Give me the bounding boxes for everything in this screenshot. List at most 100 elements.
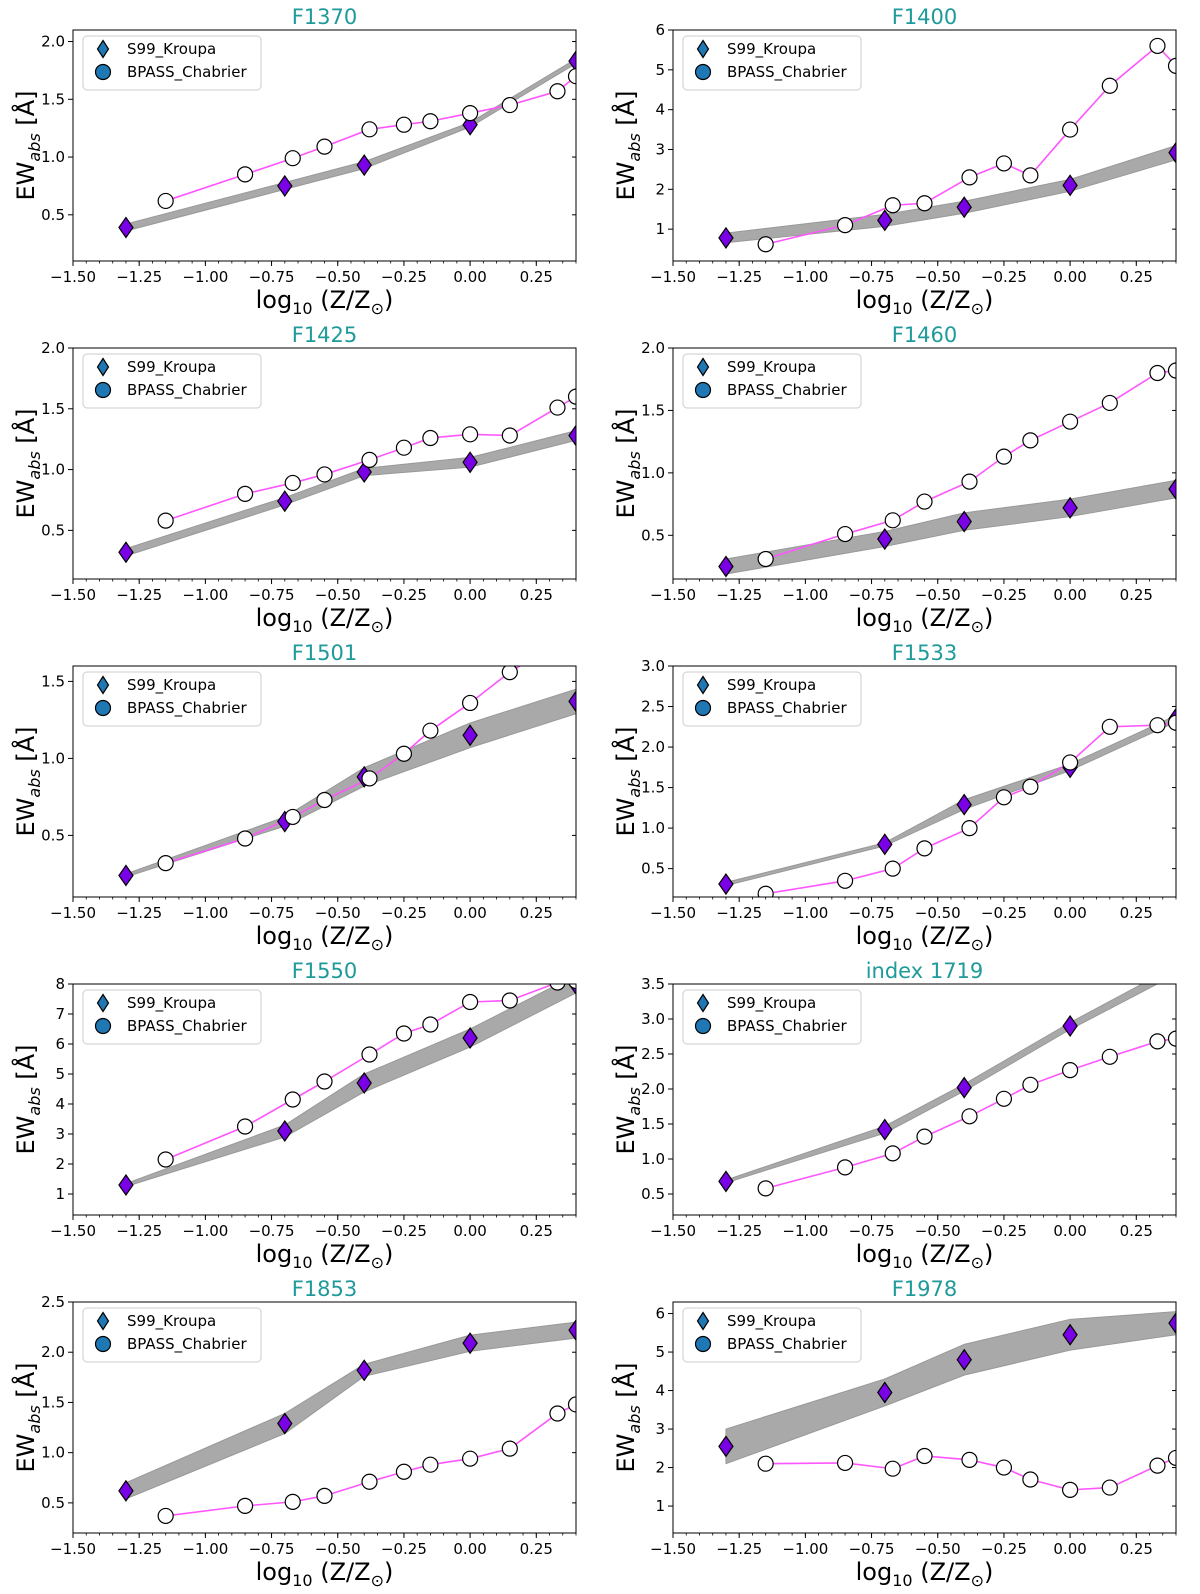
x-tick-label: 0.00 [1053, 1540, 1086, 1558]
bpass-point [549, 1405, 566, 1422]
x-tick-label: −1.50 [50, 1222, 96, 1240]
legend: S99_Kroupa BPASS_Chabrier [682, 35, 862, 91]
x-tick-label: −0.50 [915, 586, 961, 604]
s99-point [277, 174, 293, 197]
legend-s99-marker [696, 39, 710, 59]
x-tick-label: −1.00 [182, 1540, 228, 1558]
x-tick-label: −1.25 [116, 1222, 162, 1240]
x-tick-label: −0.75 [249, 1540, 295, 1558]
legend-box [82, 671, 262, 727]
s99-point [718, 555, 734, 578]
x-tick-label: −0.75 [249, 268, 295, 286]
legend-bpass-marker [694, 699, 712, 717]
bpass-point [916, 195, 933, 212]
s99-band [725, 984, 1159, 1184]
x-tick-label: 0.00 [453, 268, 486, 286]
x-tick-label: −0.75 [249, 904, 295, 922]
legend-bpass-label: BPASS_Chabrier [127, 699, 247, 718]
bpass-line [165, 1403, 576, 1517]
bpass-point [1062, 413, 1079, 430]
y-tick-label: 2.0 [41, 33, 65, 51]
bpass-point [567, 68, 576, 85]
x-tick-label: −1.00 [782, 1540, 828, 1558]
chart-title: F1501 [292, 641, 358, 665]
s99-point [1168, 478, 1176, 501]
x-tick-label: 0.25 [1120, 904, 1153, 922]
legend: S99_Kroupa BPASS_Chabrier [682, 989, 862, 1045]
x-tick-label: −0.50 [915, 1540, 961, 1558]
s99-point [118, 541, 134, 564]
bpass-point [157, 192, 174, 210]
x-tick-label: −1.25 [716, 586, 762, 604]
x-tick-label: 0.25 [520, 586, 553, 604]
legend-box [682, 671, 862, 727]
s99-point [718, 1170, 734, 1193]
x-tick-label: −0.25 [981, 1540, 1027, 1558]
x-tick-label: −0.25 [381, 268, 427, 286]
bpass-point [1167, 362, 1176, 379]
bpass-point [1062, 121, 1079, 138]
x-tick-label: −1.50 [50, 268, 96, 286]
bpass-point [157, 512, 174, 529]
legend-s99-marker [696, 1311, 710, 1331]
bpass-point [1167, 1449, 1176, 1467]
bpass-point [549, 984, 566, 991]
y-tick-label: 7 [55, 1005, 65, 1023]
chart-title: F1853 [292, 1277, 358, 1301]
bpass-line [165, 75, 576, 202]
legend: S99_Kroupa BPASS_Chabrier [682, 1307, 862, 1363]
y-tick-label: 1.0 [41, 461, 65, 479]
bpass-point [1167, 1030, 1176, 1047]
x-tick-label: −0.50 [915, 1222, 961, 1240]
bpass-point [1149, 1457, 1166, 1474]
bpass-point [961, 473, 978, 490]
bpass-point [757, 550, 774, 568]
s99-band [125, 58, 576, 232]
y-tick-label: 3.5 [641, 975, 665, 993]
y-tick-label: 0.5 [641, 1185, 665, 1203]
legend: S99_Kroupa BPASS_Chabrier [682, 353, 862, 409]
chart-svg: F1501 −1.50 −1.25 −1.00 −0.75 −0.50 −0.25 0.00 0… [11, 641, 577, 954]
legend: S99_Kroupa BPASS_Chabrier [82, 989, 262, 1045]
s99-point [956, 510, 972, 533]
s99-band [125, 984, 576, 1188]
bpass-point [884, 512, 901, 529]
y-tick-label: 4 [655, 1382, 665, 1400]
y-tick-label: 5 [655, 1343, 665, 1361]
y-axis-label: EWabs [Å] [611, 409, 644, 519]
y-tick-label: 8 [55, 975, 65, 993]
legend-s99-marker [96, 1311, 110, 1331]
s99-point [718, 226, 734, 249]
bpass-point [501, 1440, 518, 1457]
bpass-point [1062, 1481, 1079, 1498]
bpass-point [916, 493, 933, 510]
x-tick-label: 0.00 [1053, 1222, 1086, 1240]
bpass-point [422, 1456, 439, 1473]
y-tick-label: 1.0 [41, 1444, 65, 1462]
plot-frame [672, 1301, 1177, 1534]
y-axis-label: EWabs [Å] [11, 727, 44, 837]
legend-bpass-label: BPASS_Chabrier [127, 1017, 247, 1036]
plot-frame [72, 29, 577, 262]
bpass-point [1062, 1061, 1079, 1079]
y-tick-label: 0.5 [41, 521, 65, 539]
bpass-point [361, 1046, 378, 1063]
x-tick-label: −1.50 [650, 904, 696, 922]
plot-area [118, 50, 576, 239]
bpass-point [422, 722, 439, 739]
x-tick-label: −0.50 [315, 1540, 361, 1558]
y-tick-label: 2.0 [641, 738, 665, 756]
plot-frame [672, 665, 1177, 898]
y-tick-label: 3.0 [641, 1010, 665, 1028]
x-axis-label: log10 (Z/Z⊙) [256, 922, 394, 954]
legend-bpass-label: BPASS_Chabrier [727, 63, 847, 82]
bpass-point [422, 429, 439, 447]
chart-panel: F1370 −1.50 −1.25 −1.00 −0.75 −0.50 −0.25 0.00 0… [0, 0, 600, 318]
x-tick-label: −1.25 [116, 904, 162, 922]
y-tick-label: 1.5 [41, 400, 65, 418]
s99-point [356, 1359, 372, 1382]
s99-point [462, 724, 478, 747]
bpass-point [1101, 394, 1118, 412]
y-tick-label: 2.5 [641, 1045, 665, 1063]
s99-point [1169, 960, 1183, 980]
